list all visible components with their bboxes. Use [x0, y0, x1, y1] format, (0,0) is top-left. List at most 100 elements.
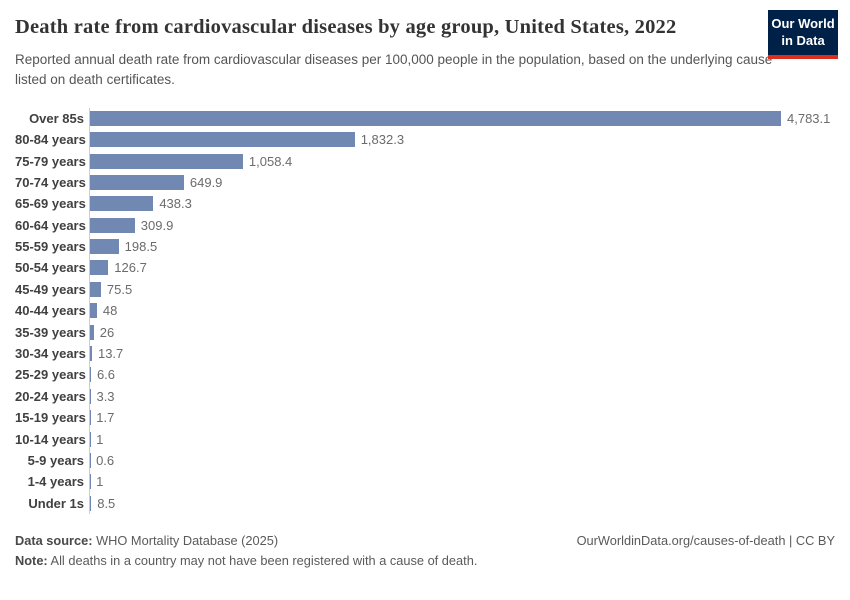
value-label: 3.3	[96, 388, 115, 404]
category-label: 60-64 years	[15, 217, 86, 233]
credit-link[interactable]: OurWorldinData.org/causes-of-death | CC …	[576, 532, 835, 548]
note-line: Note: All deaths in a country may not ha…	[15, 551, 477, 571]
value-label: 649.9	[189, 174, 223, 190]
category-label: 80-84 years	[15, 132, 86, 148]
value-label: 1	[96, 431, 104, 447]
bar[interactable]	[90, 346, 92, 362]
bar-area: 6.6	[89, 364, 835, 386]
value-label: 438.3	[159, 196, 192, 212]
value-label: 1,832.3	[360, 132, 405, 148]
bar[interactable]	[90, 303, 97, 319]
bar[interactable]	[90, 281, 101, 297]
note-label: Note:	[15, 552, 48, 568]
chart-row: 10-14 years 1	[15, 428, 835, 450]
value-label: 13.7	[97, 346, 124, 362]
chart-row: 15-19 years 1.7	[15, 407, 835, 429]
bar-area: 1	[89, 471, 835, 493]
bar-area: 309.9	[89, 214, 835, 236]
note-text: All deaths in a country may not have bee…	[47, 552, 478, 568]
bar[interactable]	[90, 132, 355, 148]
bar-area: 0.6	[89, 449, 835, 472]
category-label: 75-79 years	[15, 153, 86, 169]
category-label: 20-24 years	[15, 388, 86, 404]
chart-row: 40-44 years 48	[15, 300, 835, 322]
category-label: 40-44 years	[15, 303, 86, 319]
chart-row: Under 1s 8.5	[15, 492, 835, 514]
category-label: 30-34 years	[15, 346, 86, 362]
owid-logo[interactable]: Our World in Data	[768, 10, 838, 59]
chart-row: 30-34 years 13.7	[15, 342, 835, 365]
category-label: 70-74 years	[15, 174, 86, 190]
data-source-line: Data source: WHO Mortality Database (202…	[15, 531, 477, 551]
category-label: 45-49 years	[15, 281, 86, 297]
chart-subtitle: Reported annual death rate from cardiova…	[15, 52, 773, 88]
category-label: 50-54 years	[15, 260, 86, 276]
bar-area: 198.5	[89, 235, 835, 258]
chart-page: Our World in Data Death rate from cardio…	[15, 10, 838, 571]
value-label: 26	[99, 324, 115, 340]
chart-row: 80-84 years 1,832.3	[15, 128, 835, 151]
bar[interactable]	[90, 153, 243, 169]
bar-area: 75.5	[89, 278, 835, 301]
value-label: 0.6	[96, 452, 115, 468]
bar[interactable]	[90, 260, 109, 276]
chart-row: 1-4 years 1	[15, 471, 835, 493]
owid-logo-line2: in Data	[781, 32, 825, 48]
bar-area: 649.9	[89, 171, 835, 194]
chart-row: 65-69 years 438.3	[15, 193, 835, 215]
data-source-text: WHO Mortality Database (2025)	[92, 532, 279, 548]
bar-area: 26	[89, 321, 835, 343]
category-label: 35-39 years	[15, 324, 86, 340]
chart-row: 45-49 years 75.5	[15, 278, 835, 301]
bar-area: 3.3	[89, 385, 835, 408]
category-label: 5-9 years	[27, 452, 84, 468]
chart-row: 20-24 years 3.3	[15, 385, 835, 408]
bar-area: 8.5	[89, 492, 835, 514]
category-label: 15-19 years	[15, 410, 86, 426]
bar-area: 1.7	[89, 407, 835, 429]
chart-row: Over 85s 4,783.1	[15, 107, 835, 129]
data-source-label: Data source:	[15, 532, 93, 548]
chart-row: 70-74 years 649.9	[15, 171, 835, 194]
chart-row: 75-79 years 1,058.4	[15, 150, 835, 172]
category-label: 65-69 years	[15, 196, 86, 212]
category-label: 10-14 years	[15, 431, 86, 447]
footer-left: Data source: WHO Mortality Database (202…	[15, 531, 477, 571]
bar[interactable]	[90, 239, 119, 255]
bar[interactable]	[90, 174, 184, 190]
bar-area: 4,783.1	[89, 107, 835, 129]
value-label: 1.7	[96, 410, 115, 426]
bar-area: 1,058.4	[89, 150, 835, 172]
bar-area: 13.7	[89, 342, 835, 365]
category-label: Under 1s	[28, 495, 84, 511]
category-label: Over 85s	[29, 110, 84, 126]
value-label: 198.5	[124, 239, 158, 255]
bar[interactable]	[90, 110, 781, 126]
value-label: 309.9	[140, 217, 174, 233]
bar-area: 48	[89, 300, 835, 322]
chart-row: 50-54 years 126.7	[15, 257, 835, 279]
bar-chart: Over 85s 4,783.1 80-84 years 1,832.3 75-79 y…	[15, 107, 835, 514]
chart-footer: Data source: WHO Mortality Database (202…	[15, 531, 835, 571]
chart-row: 35-39 years 26	[15, 321, 835, 343]
bar-area: 126.7	[89, 257, 835, 279]
value-label: 6.6	[96, 367, 116, 383]
category-label: 55-59 years	[15, 239, 86, 255]
bar[interactable]	[90, 324, 94, 340]
bar[interactable]	[90, 367, 91, 383]
bar[interactable]	[90, 217, 135, 233]
bar-area: 1	[89, 428, 835, 450]
value-label: 75.5	[106, 281, 133, 297]
bar-area: 1,832.3	[89, 128, 835, 151]
chart-row: 60-64 years 309.9	[15, 214, 835, 236]
bar[interactable]	[90, 495, 92, 511]
category-label: 25-29 years	[15, 367, 86, 383]
value-label: 4,783.1	[787, 110, 831, 126]
value-label: 8.5	[97, 495, 116, 511]
value-label: 1,058.4	[248, 153, 293, 169]
chart-row: 5-9 years 0.6	[15, 449, 835, 472]
value-label: 1	[96, 474, 104, 490]
chart-row: 55-59 years 198.5	[15, 235, 835, 258]
chart-title: Death rate from cardiovascular diseases …	[15, 16, 677, 38]
bar[interactable]	[90, 196, 154, 212]
